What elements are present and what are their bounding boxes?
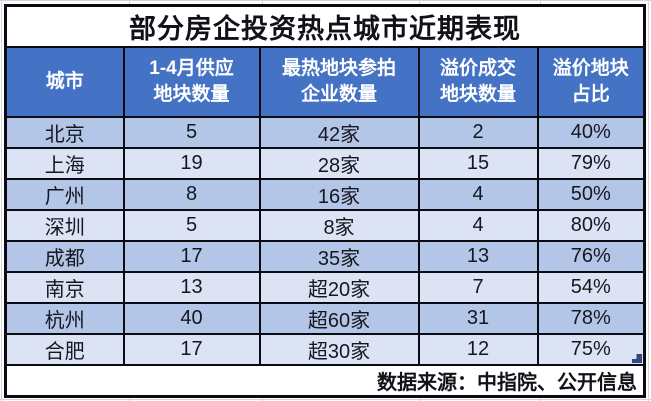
cell-premium-ratio: 78% <box>536 302 646 335</box>
gridline <box>262 397 263 401</box>
cell-premium-ratio: 54% <box>536 271 646 304</box>
data-source-note: 数据来源：中指院、公开信息 <box>4 364 646 398</box>
cell-city: 成都 <box>4 240 125 273</box>
cell-premium-ratio: 50% <box>536 178 646 211</box>
cell-bidders: 超20家 <box>258 271 420 304</box>
table-row-beijing: 北京 5 42家 2 40% <box>4 116 646 149</box>
column-header-bidders: 最热地块参拍 企业数量 <box>258 46 420 118</box>
cell-city: 上海 <box>4 147 125 180</box>
selection-fill-handle-icon <box>632 354 642 363</box>
cell-city: 杭州 <box>4 302 125 335</box>
cell-premium-deals: 4 <box>417 209 539 242</box>
table-row-chengdu: 成都 17 35家 13 76% <box>4 240 646 273</box>
header-label: 1-4月供应 <box>149 58 234 80</box>
column-header-premium-ratio: 溢价地块 占比 <box>536 46 646 118</box>
header-label: 最热地块参拍 <box>281 58 396 80</box>
cell-city: 广州 <box>4 178 125 211</box>
table-row-shanghai: 上海 19 28家 15 79% <box>4 147 646 180</box>
cell-premium-deals: 15 <box>417 147 539 180</box>
cell-value: 75% <box>570 338 611 360</box>
table-title-row: 部分房企投资热点城市近期表现 <box>4 4 646 48</box>
cell-bidders: 超60家 <box>258 302 420 335</box>
cell-bidders: 8家 <box>258 209 420 242</box>
table-row-hefei: 合肥 17 超30家 12 75% <box>4 333 646 366</box>
header-label: 城市 <box>45 71 84 93</box>
header-label: 溢价地块 <box>552 58 629 80</box>
table-row-hangzhou: 杭州 40 超60家 31 78% <box>4 302 646 335</box>
gridline <box>540 397 541 401</box>
gridline <box>0 399 651 400</box>
cell-city: 深圳 <box>4 209 125 242</box>
table-row-shenzhen: 深圳 5 8家 4 80% <box>4 209 646 242</box>
cell-premium-ratio: 79% <box>536 147 646 180</box>
header-label: 溢价成交 <box>439 58 516 80</box>
cell-premium-deals: 31 <box>417 302 539 335</box>
cell-premium-deals: 12 <box>417 333 539 366</box>
cell-bidders: 16家 <box>258 178 420 211</box>
gridline <box>648 0 649 401</box>
cell-premium-deals: 7 <box>417 271 539 304</box>
cell-supply: 40 <box>122 302 261 335</box>
cell-supply: 5 <box>122 116 261 149</box>
cell-city: 北京 <box>4 116 125 149</box>
cell-premium-ratio: 75% <box>536 333 646 366</box>
gridline <box>1 0 2 401</box>
header-label: 占比 <box>571 84 610 105</box>
cell-premium-deals: 4 <box>417 178 539 211</box>
column-header-city: 城市 <box>4 46 125 118</box>
cell-premium-deals: 13 <box>417 240 539 273</box>
gridline <box>419 397 420 401</box>
table-row-guangzhou: 广州 8 16家 4 50% <box>4 178 646 211</box>
cell-bidders: 28家 <box>258 147 420 180</box>
header-label: 地块数量 <box>439 84 516 105</box>
table-footer-row: 数据来源：中指院、公开信息 <box>4 364 646 398</box>
column-header-premium-deals: 溢价成交 地块数量 <box>417 46 539 118</box>
cell-supply: 19 <box>122 147 261 180</box>
cell-supply: 13 <box>122 271 261 304</box>
table-title: 部分房企投资热点城市近期表现 <box>4 4 646 48</box>
column-header-supply: 1-4月供应 地块数量 <box>122 46 261 118</box>
cell-supply: 8 <box>122 178 261 211</box>
cell-supply: 5 <box>122 209 261 242</box>
cell-premium-ratio: 40% <box>536 116 646 149</box>
city-investment-table: 部分房企投资热点城市近期表现 城市 1-4月供应 地块数量 最热地块参拍 企业数… <box>4 4 646 398</box>
gridline <box>540 0 541 4</box>
cell-city: 合肥 <box>4 333 125 366</box>
gridline <box>419 0 420 4</box>
cell-city: 南京 <box>4 271 125 304</box>
cell-bidders: 42家 <box>258 116 420 149</box>
table-row-nanjing: 南京 13 超20家 7 54% <box>4 271 646 304</box>
gridline <box>129 0 130 4</box>
gridline <box>0 0 651 1</box>
cell-premium-deals: 2 <box>417 116 539 149</box>
cell-supply: 17 <box>122 333 261 366</box>
cell-bidders: 35家 <box>258 240 420 273</box>
gridline <box>129 397 130 401</box>
header-label: 地块数量 <box>153 84 230 105</box>
cell-premium-ratio: 80% <box>536 209 646 242</box>
cell-bidders: 超30家 <box>258 333 420 366</box>
cell-premium-ratio: 76% <box>536 240 646 273</box>
table-header-row: 城市 1-4月供应 地块数量 最热地块参拍 企业数量 溢价成交 地块数量 溢价地… <box>4 46 646 118</box>
header-label: 企业数量 <box>300 84 377 105</box>
cell-supply: 17 <box>122 240 261 273</box>
gridline <box>262 0 263 4</box>
